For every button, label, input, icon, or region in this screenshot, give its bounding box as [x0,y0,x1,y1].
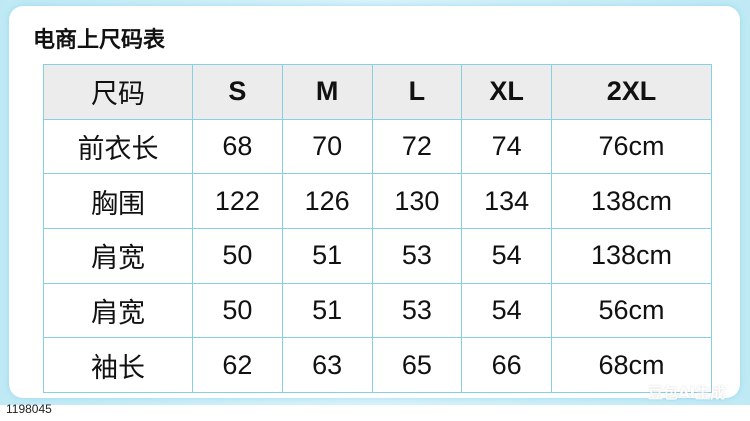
row-label: 胸围 [43,173,193,229]
table-cell: 134 [461,173,553,229]
table-cell: 138cm [551,227,712,284]
table-header-row: 尺码 S M L XL 2XL [43,64,712,120]
row-label: 肩宽 [43,227,193,284]
image-id-label: 1198045 [6,402,52,416]
table-cell: 68 [192,118,283,175]
table-cell: 53 [371,282,463,339]
table-cell: 54 [461,227,553,284]
header-cell: S [192,64,283,120]
table-cell: 76cm [551,118,712,175]
row-label: 前衣长 [43,118,193,175]
table-cell: 50 [192,227,283,284]
table-cell: 126 [281,173,373,229]
table-cell: 51 [281,282,373,339]
table-cell: 51 [281,227,373,284]
table-row: 前衣长 68 70 72 74 76cm [43,118,712,175]
table-cell: 130 [371,173,463,229]
table-cell: 62 [192,337,283,393]
header-cell: L [371,64,463,120]
table-cell: 54 [461,282,553,339]
header-cell: XL [461,64,553,120]
table-cell: 138cm [551,173,712,229]
table-cell: 72 [371,118,463,175]
table-row: 肩宽 50 51 53 54 56cm [43,282,712,339]
header-cell: M [281,64,373,120]
page-title: 电商上尺码表 [33,28,166,53]
table-cell: 74 [461,118,553,175]
size-table: 尺码 S M L XL 2XL 前衣长 68 70 72 74 76cm 胸围 … [43,64,712,393]
table-cell: 66 [461,337,553,393]
table-cell: 50 [192,282,283,339]
table-cell: 68cm [551,337,712,393]
table-row: 肩宽 50 51 53 54 138cm [43,227,712,284]
table-cell: 53 [371,227,463,284]
table-cell: 63 [281,337,373,393]
table-cell: 122 [192,173,283,229]
row-label: 肩宽 [43,282,193,339]
watermark: 豆包AI生成 [648,384,726,402]
table-cell: 65 [371,337,463,393]
table-row: 胸围 122 126 130 134 138cm [43,173,712,229]
table-cell: 56cm [551,282,712,339]
table-row: 袖长 62 63 65 66 68cm [43,337,712,393]
row-label: 袖长 [43,337,193,393]
header-cell: 尺码 [43,64,193,120]
header-cell: 2XL [551,64,712,120]
table-cell: 70 [281,118,373,175]
